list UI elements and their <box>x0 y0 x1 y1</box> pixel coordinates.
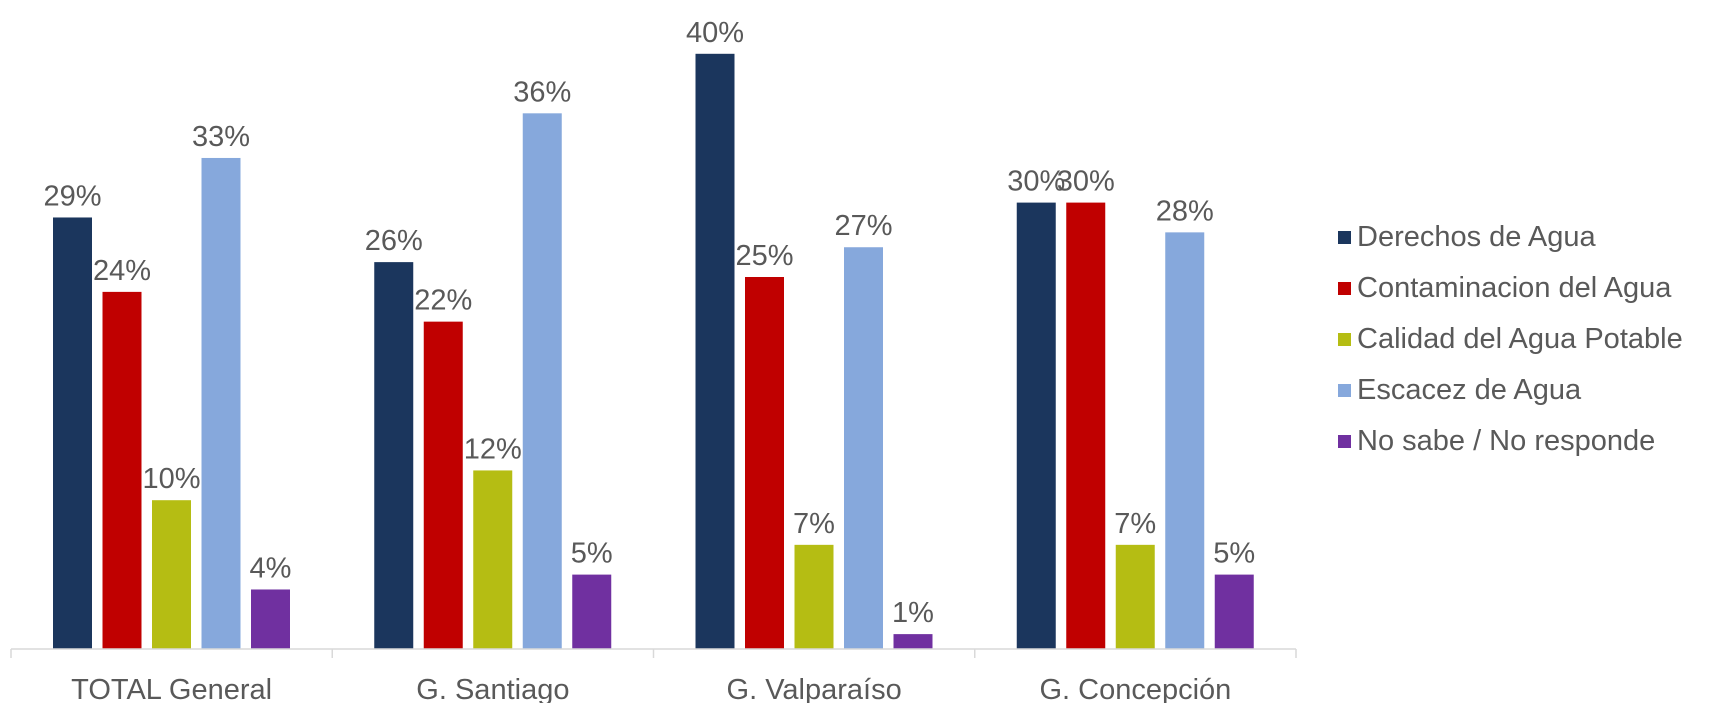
bar-total-general-derechos-de-agua <box>53 217 92 650</box>
legend-item-escacez-de-agua: Escacez de Agua <box>1338 365 1683 416</box>
bar-total-general-escacez-de-agua <box>201 157 241 649</box>
x-axis: TOTAL General G. Santiago G. Valparaíso G. … <box>10 648 1297 703</box>
legend-label: Escacez de Agua <box>1357 374 1582 406</box>
legend: Derechos de Agua Contaminacion del Agua Ca… <box>1338 212 1683 467</box>
data-label-g-valparaiso-derechos-de-agua: 40% <box>686 17 744 49</box>
legend-label: Contaminacion del Agua <box>1357 272 1672 304</box>
data-label-total-general-escacez-de-agua: 33% <box>192 121 250 153</box>
bar-g-valparaiso-no-sabe-no-responde <box>893 634 933 649</box>
legend-swatch <box>1338 333 1351 346</box>
data-label-g-concepcion-escacez-de-agua: 28% <box>1156 195 1214 227</box>
x-tick-label: G. Concepción <box>1039 674 1231 703</box>
data-label-g-concepcion-no-sabe-no-responde: 5% <box>1213 538 1255 570</box>
data-label-total-general-no-sabe-no-responde: 4% <box>250 552 292 584</box>
data-label-g-valparaiso-contaminacion-del-agua: 25% <box>735 240 793 272</box>
legend-item-contaminacion-del-agua: Contaminacion del Agua <box>1338 263 1683 314</box>
bar-g-valparaiso-derechos-de-agua <box>695 53 735 650</box>
bar-g-santiago-derechos-de-agua <box>374 262 414 649</box>
data-label-g-valparaiso-escacez-de-agua: 27% <box>834 210 892 242</box>
data-label-g-santiago-escacez-de-agua: 36% <box>513 76 571 108</box>
bar-total-general-contaminacion-del-agua <box>102 291 142 649</box>
x-tick-label: G. Valparaíso <box>727 674 902 703</box>
data-label-g-concepcion-contaminacion-del-agua: 30% <box>1057 166 1115 198</box>
data-label-g-santiago-calidad-del-agua-potable: 12% <box>464 433 522 465</box>
data-label-g-valparaiso-no-sabe-no-responde: 1% <box>892 597 934 629</box>
legend-label: Derechos de Agua <box>1357 221 1596 253</box>
value-labels-layer: 29% 24% 10% 33% 4% 26% 22% 12% 36% 5% 40% 25% 7% 27% 1… <box>43 17 1255 629</box>
bar-g-santiago-escacez-de-agua <box>522 113 562 649</box>
data-label-g-valparaiso-calidad-del-agua-potable: 7% <box>793 508 835 540</box>
legend-item-calidad-del-agua-potable: Calidad del Agua Potable <box>1338 314 1683 365</box>
data-label-g-santiago-derechos-de-agua: 26% <box>365 225 423 257</box>
bar-g-valparaiso-calidad-del-agua-potable <box>794 544 834 649</box>
legend-swatch <box>1338 231 1351 244</box>
legend-swatch <box>1338 384 1351 397</box>
legend-item-derechos-de-agua: Derechos de Agua <box>1338 212 1683 263</box>
data-label-g-santiago-no-sabe-no-responde: 5% <box>571 538 613 570</box>
bar-g-valparaiso-contaminacion-del-agua <box>745 277 784 649</box>
bar-g-santiago-no-sabe-no-responde <box>572 574 612 649</box>
legend-item-no-sabe-no-responde: No sabe / No responde <box>1338 416 1683 467</box>
bar-g-santiago-calidad-del-agua-potable <box>473 470 513 649</box>
legend-label: Calidad del Agua Potable <box>1357 323 1683 355</box>
bar-g-concepcion-contaminacion-del-agua <box>1066 202 1106 649</box>
bar-g-santiago-contaminacion-del-agua <box>423 321 463 649</box>
legend-label: No sabe / No responde <box>1357 425 1656 457</box>
legend-swatch <box>1338 282 1351 295</box>
bar-g-concepcion-calidad-del-agua-potable <box>1115 544 1155 649</box>
bars-layer <box>53 53 1254 650</box>
bar-total-general-no-sabe-no-responde <box>251 589 290 649</box>
legend-swatch <box>1338 435 1351 448</box>
data-label-g-santiago-contaminacion-del-agua: 22% <box>414 285 472 317</box>
data-label-total-general-calidad-del-agua-potable: 10% <box>142 463 200 495</box>
bar-g-valparaiso-escacez-de-agua <box>844 247 883 650</box>
data-label-g-concepcion-calidad-del-agua-potable: 7% <box>1114 508 1156 540</box>
data-label-total-general-derechos-de-agua: 29% <box>43 180 101 212</box>
bar-g-concepcion-no-sabe-no-responde <box>1214 574 1254 649</box>
bar-total-general-calidad-del-agua-potable <box>152 500 191 649</box>
bar-g-concepcion-escacez-de-agua <box>1165 232 1205 650</box>
x-tick-label: TOTAL General <box>71 674 272 703</box>
bar-g-concepcion-derechos-de-agua <box>1016 202 1056 649</box>
x-tick-label: G. Santiago <box>416 674 569 703</box>
data-label-g-concepcion-derechos-de-agua: 30% <box>1007 166 1065 198</box>
data-label-total-general-contaminacion-del-agua: 24% <box>93 255 151 287</box>
